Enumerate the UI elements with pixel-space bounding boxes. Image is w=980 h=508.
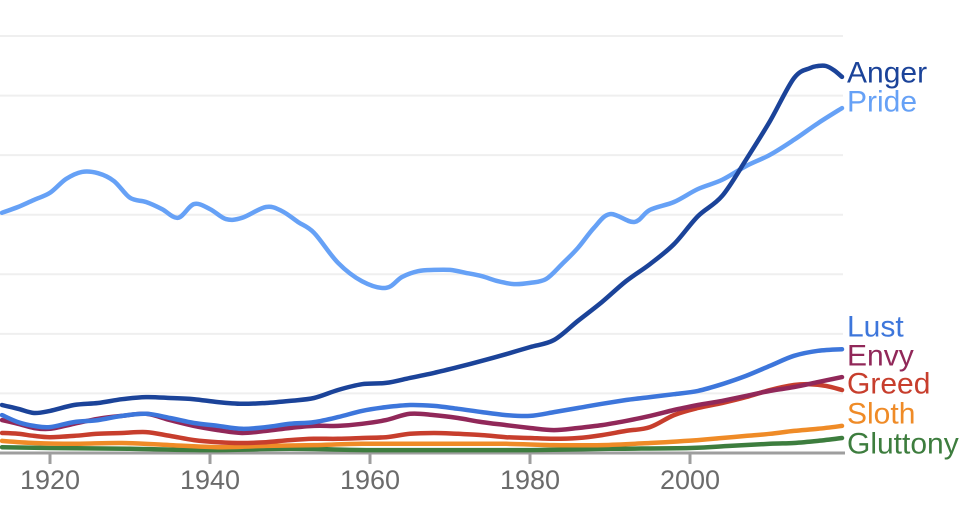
series-label-gluttony[interactable]: Gluttony [847, 428, 959, 461]
series-lines [0, 63, 845, 453]
x-axis-tick-label: 1940 [180, 465, 240, 495]
series-line-lust[interactable] [0, 346, 845, 432]
x-axis [0, 451, 845, 464]
series-label-lust[interactable]: Lust [847, 311, 904, 344]
series-label-pride[interactable]: Pride [847, 86, 917, 119]
x-axis-tick-labels: 1920 1940 1960 1980 2000 [20, 465, 720, 495]
x-axis-tick-label: 1920 [20, 465, 80, 495]
series-line-anger[interactable] [0, 63, 845, 416]
series-line-gluttony[interactable] [0, 435, 845, 453]
series-label-greed[interactable]: Greed [847, 368, 930, 401]
series-label-envy[interactable]: Envy [847, 340, 914, 373]
series-line-sloth[interactable] [0, 423, 845, 450]
x-axis-tick-label: 2000 [660, 465, 720, 495]
series-label-sloth[interactable]: Sloth [847, 398, 915, 431]
gridlines [0, 35, 843, 395]
x-axis-tick-label: 1960 [340, 465, 400, 495]
series-line-pride[interactable] [0, 105, 845, 291]
series-label-anger[interactable]: Anger [847, 57, 927, 90]
x-axis-tick-label: 1980 [500, 465, 560, 495]
